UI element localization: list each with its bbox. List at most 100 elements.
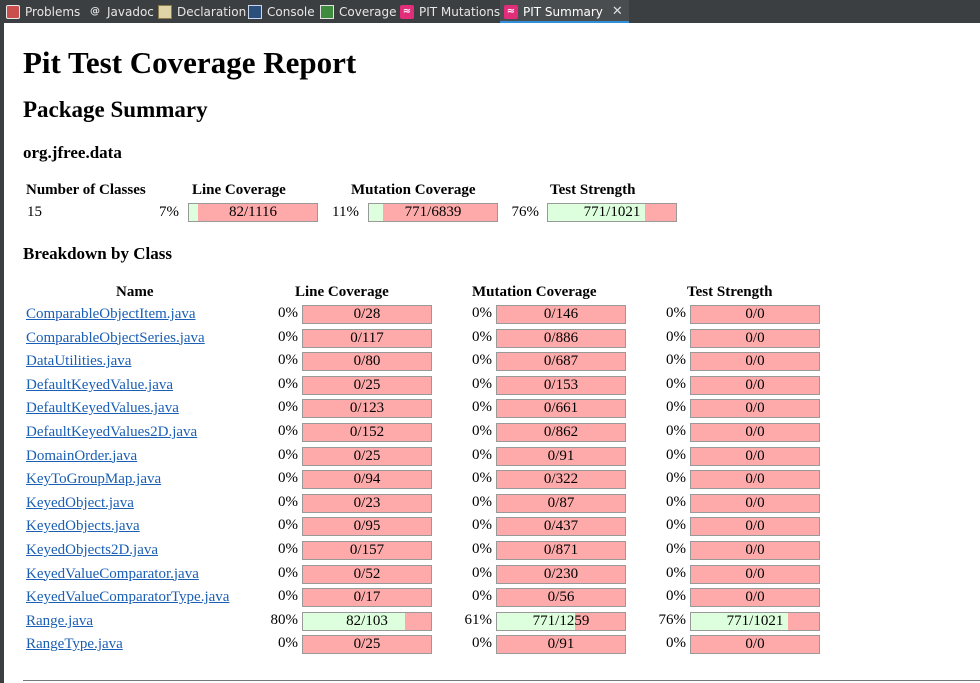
coverage-fill [303,612,406,630]
tab-coverage[interactable]: Coverage [320,0,397,23]
coverage-label: 0/322 [543,471,579,488]
coverage-label: 0/87 [547,494,575,511]
view-tab-bar: Problems @ Javadoc Declaration Console C… [0,0,980,23]
class-link[interactable]: KeyedValueComparatorType.java [26,589,230,606]
coverage-fill [548,204,646,221]
mutation-coverage-bar: 771/6839 [368,203,498,222]
tab-pit-summary[interactable]: ≈ PIT Summary ✕ [500,0,629,23]
line-coverage-bar: 82/1116 [188,203,318,222]
close-icon[interactable]: ✕ [611,4,623,19]
class-link[interactable]: KeyedValueComparator.java [26,565,199,582]
class-link[interactable]: DefaultKeyedValues.java [26,400,179,417]
mutation-bar: 0/687 [496,352,626,372]
header-line-coverage: Line Coverage [295,284,389,300]
tab-declaration[interactable]: Declaration [158,0,246,23]
line-bar: 0/25 [302,375,432,395]
coverage-label: 0/687 [543,353,579,370]
line-bar: 0/95 [302,517,432,537]
line-bar: 0/25 [302,635,432,655]
test-strength-percent: 76% [511,204,540,220]
strength-bar: 0/0 [690,541,820,560]
mutation-percent: 0% [472,493,492,510]
strength-percent: 0% [666,305,686,321]
coverage-label: 0/0 [745,589,765,606]
class-link[interactable]: DomainOrder.java [26,447,138,464]
header-number-of-classes: Number of Classes [26,182,146,198]
line-percent: 0% [278,423,298,439]
coverage-label: 0/0 [745,329,765,346]
strength-percent: 0% [666,493,686,510]
tab-console[interactable]: Console [248,0,315,23]
class-link[interactable]: KeyedObjects2D.java [26,542,159,558]
coverage-label: 0/661 [543,400,579,417]
strength-bar: 0/0 [690,399,820,419]
coverage-label: 0/0 [745,306,765,322]
strength-percent: 0% [666,588,686,605]
strength-bar: 0/0 [690,635,820,655]
tab-label: Console [267,4,315,19]
mutation-bar: 0/91 [496,446,626,466]
coverage-icon [320,4,334,19]
class-link[interactable]: ComparableObjectSeries.java [26,329,205,346]
line-bar: 0/123 [302,399,432,419]
coverage-label: 0/17 [353,589,381,606]
class-link[interactable]: DefaultKeyedValue.java [26,376,174,393]
class-link[interactable]: KeyedObjects.java [26,518,140,535]
javadoc-icon: @ [90,6,100,17]
mutation-bar: 0/871 [496,541,626,560]
coverage-fill [369,204,384,221]
coverage-label: 0/25 [353,636,381,653]
line-percent: 0% [278,517,298,534]
class-link[interactable]: DataUtilities.java [26,353,132,370]
mutation-bar: 0/91 [496,635,626,655]
strength-percent: 0% [666,517,686,534]
coverage-label: 0/28 [353,306,381,322]
strength-percent: 0% [666,635,686,652]
coverage-label: 771/6839 [404,204,462,220]
line-bar: 0/157 [302,541,432,560]
tab-pit-mutations[interactable]: ≈ PIT Mutations [400,0,500,23]
coverage-label: 771/1021 [726,612,784,629]
class-link[interactable]: Range.java [26,612,94,629]
coverage-label: 82/103 [346,612,388,629]
line-percent: 0% [278,375,298,392]
line-bar: 82/103 [302,611,432,631]
class-link[interactable]: DefaultKeyedValues2D.java [26,424,198,440]
coverage-fill [691,612,789,630]
mutation-bar: 0/322 [496,470,626,490]
line-percent: 0% [278,328,298,345]
strength-percent: 0% [666,470,686,487]
class-link[interactable]: ComparableObjectItem.java [26,306,196,322]
class-link[interactable]: RangeType.java [26,636,123,653]
coverage-label: 0/52 [353,565,381,582]
breakdown-heading: Breakdown by Class [23,244,172,263]
mutation-bar: 0/230 [496,564,626,584]
tab-javadoc[interactable]: @ Javadoc [88,0,154,23]
strength-bar: 0/0 [690,564,820,584]
coverage-label: 771/1021 [583,204,641,220]
tab-label: PIT Summary [523,4,603,19]
header-test-strength: Test Strength [687,284,773,300]
class-link[interactable]: KeyedObject.java [26,494,134,511]
line-bar: 0/52 [302,564,432,584]
tab-problems[interactable]: Problems [6,0,80,23]
line-percent: 0% [278,352,298,369]
mutation-bar: 0/153 [496,375,626,395]
coverage-label: 0/0 [745,494,765,511]
coverage-label: 0/152 [349,424,385,440]
line-percent: 80% [270,611,299,628]
coverage-label: 0/0 [745,353,765,370]
header-mutation-coverage: Mutation Coverage [351,182,476,198]
coverage-label: 0/437 [543,518,579,535]
coverage-label: 0/94 [353,471,381,488]
strength-percent: 0% [666,399,686,416]
line-bar: 0/152 [302,423,432,442]
class-link[interactable]: KeyToGroupMap.java [26,471,162,488]
coverage-label: 0/0 [745,565,765,582]
strength-percent: 0% [666,564,686,581]
package-name: org.jfree.data [23,143,122,162]
mutation-bar: 0/886 [496,328,626,348]
line-bar: 0/117 [302,328,432,348]
footer-divider [23,680,980,681]
coverage-label: 0/153 [543,376,579,393]
